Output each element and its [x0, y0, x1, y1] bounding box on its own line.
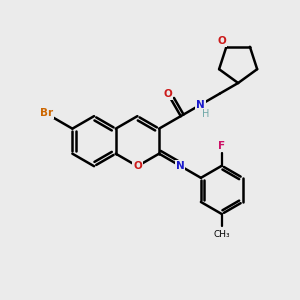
Text: O: O [164, 89, 172, 100]
Text: O: O [218, 36, 226, 46]
Text: Br: Br [40, 109, 53, 118]
Text: CH₃: CH₃ [214, 230, 230, 239]
Text: H: H [202, 109, 209, 118]
Text: F: F [218, 141, 225, 151]
Text: N: N [176, 161, 184, 171]
Text: N: N [196, 100, 205, 110]
Text: O: O [133, 161, 142, 171]
